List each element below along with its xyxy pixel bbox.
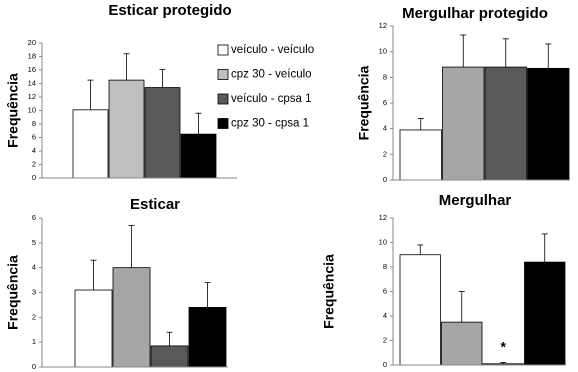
y-tick-label: 0 [32,362,36,371]
y-tick-label: 6 [383,98,387,107]
annotation: * [501,339,507,355]
y-tick-label: 8 [32,119,36,128]
legend-label: veículo - cpsa 1 [231,93,312,105]
y-tick-label: 6 [383,286,387,295]
y-tick-label: 4 [383,124,387,133]
y-tick-label: 8 [383,262,387,271]
bar [180,133,217,179]
bar [108,79,145,179]
bar [441,321,483,366]
y-axis-label: Frequência [5,255,21,330]
y-tick-label: 16 [28,65,36,74]
legend-label: cpz 30 - cpsa 1 [231,118,309,130]
y-tick-label: 12 [379,21,387,30]
chart-title: Esticar protegido [108,2,231,19]
chart-title: Mergulhar [439,192,512,209]
y-tick-label: 0 [383,360,387,369]
bar [188,306,227,368]
legend-swatch [217,44,229,56]
bar [399,254,441,366]
y-axis-label: Frequência [356,65,372,140]
y-tick-label: 6 [32,132,36,141]
y-tick-label: 2 [32,312,36,321]
y-tick-label: 4 [32,263,36,272]
y-axis-label: Frequência [321,254,337,329]
y-tick-label: 10 [379,47,387,56]
y-tick-label: 18 [28,51,36,60]
y-tick-label: 10 [28,105,36,114]
bar [442,66,485,181]
y-tick-label: 10 [379,237,387,246]
y-tick-label: 8 [383,72,387,81]
y-axis-label: Frequência [5,73,21,148]
y-tick-label: 0 [32,173,36,182]
legend-label: veículo - veículo [231,44,314,56]
y-tick-label: 2 [383,335,387,344]
legend-swatch [217,93,229,105]
bar [150,345,189,368]
bar [72,109,109,179]
bar [527,67,570,181]
bar [74,289,113,368]
y-tick-label: 4 [32,146,36,155]
legend-label: cpz 30 - veículo [231,69,312,81]
bar [524,261,566,366]
y-tick-label: 2 [32,159,36,168]
y-tick-label: 0 [383,175,387,184]
y-tick-label: 14 [28,78,36,87]
legend-swatch [217,69,229,80]
chart-title: Esticar [130,196,180,213]
bar [144,87,181,179]
y-tick-label: 6 [32,213,36,222]
bar [484,66,527,181]
y-tick-label: 2 [383,149,387,158]
legend-swatch [217,118,229,129]
bar [112,267,151,368]
y-tick-label: 5 [32,238,36,247]
y-tick-label: 20 [28,38,36,47]
chart-title: Mergulhar protegido [402,5,548,22]
y-tick-label: 1 [32,337,36,346]
y-tick-label: 12 [379,213,387,222]
bar [399,129,442,181]
y-tick-label: 12 [28,92,36,101]
y-tick-label: 3 [32,287,36,296]
y-tick-label: 4 [383,311,387,320]
